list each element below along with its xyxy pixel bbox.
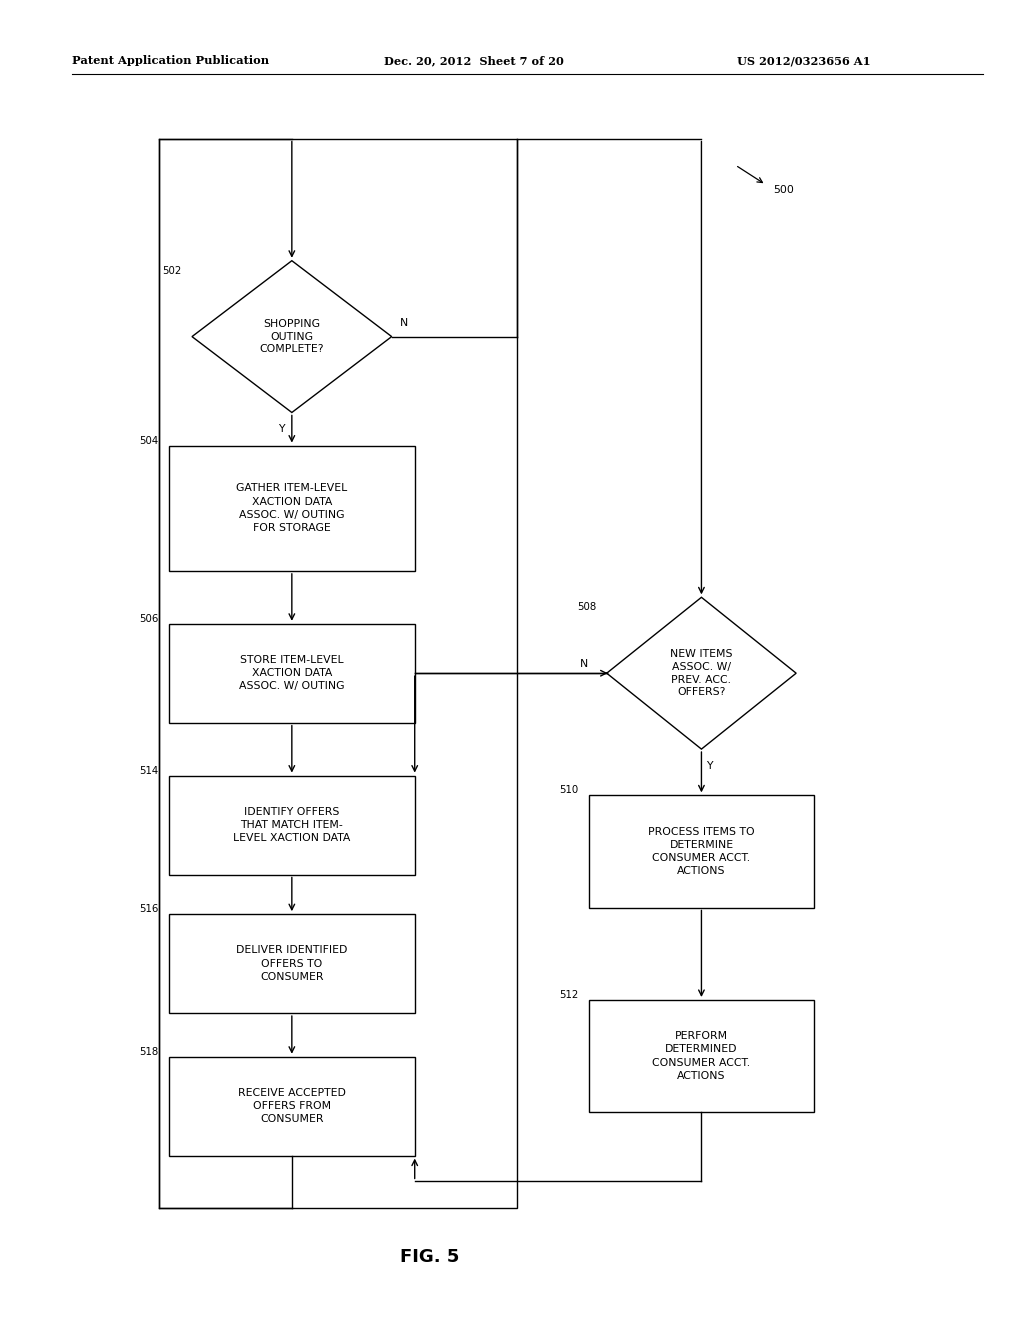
Bar xyxy=(169,775,415,874)
Text: 514: 514 xyxy=(139,766,159,776)
Text: Dec. 20, 2012  Sheet 7 of 20: Dec. 20, 2012 Sheet 7 of 20 xyxy=(384,55,564,66)
Text: 508: 508 xyxy=(578,602,596,612)
Text: N: N xyxy=(580,659,589,669)
Bar xyxy=(169,1056,415,1156)
Text: GATHER ITEM-LEVEL
XACTION DATA
ASSOC. W/ OUTING
FOR STORAGE: GATHER ITEM-LEVEL XACTION DATA ASSOC. W/… xyxy=(237,483,347,533)
Text: SHOPPING
OUTING
COMPLETE?: SHOPPING OUTING COMPLETE? xyxy=(260,319,324,354)
Text: Y: Y xyxy=(279,424,285,434)
Bar xyxy=(169,446,415,570)
Text: Patent Application Publication: Patent Application Publication xyxy=(72,55,269,66)
Text: 516: 516 xyxy=(139,904,159,913)
Text: N: N xyxy=(399,318,409,329)
Text: 518: 518 xyxy=(139,1047,159,1056)
Bar xyxy=(169,913,415,1014)
Text: STORE ITEM-LEVEL
XACTION DATA
ASSOC. W/ OUTING: STORE ITEM-LEVEL XACTION DATA ASSOC. W/ … xyxy=(239,655,345,692)
Bar xyxy=(589,1001,814,1111)
Text: DELIVER IDENTIFIED
OFFERS TO
CONSUMER: DELIVER IDENTIFIED OFFERS TO CONSUMER xyxy=(237,945,347,982)
Text: 504: 504 xyxy=(139,436,159,446)
Text: PROCESS ITEMS TO
DETERMINE
CONSUMER ACCT.
ACTIONS: PROCESS ITEMS TO DETERMINE CONSUMER ACCT… xyxy=(648,826,755,876)
Polygon shape xyxy=(606,597,797,750)
Text: RECEIVE ACCEPTED
OFFERS FROM
CONSUMER: RECEIVE ACCEPTED OFFERS FROM CONSUMER xyxy=(238,1088,346,1125)
Text: Y: Y xyxy=(707,760,713,771)
Text: PERFORM
DETERMINED
CONSUMER ACCT.
ACTIONS: PERFORM DETERMINED CONSUMER ACCT. ACTION… xyxy=(652,1031,751,1081)
Text: 512: 512 xyxy=(559,990,579,1001)
Text: FIG. 5: FIG. 5 xyxy=(400,1247,460,1266)
Bar xyxy=(169,624,415,722)
Text: 500: 500 xyxy=(773,185,794,195)
Text: US 2012/0323656 A1: US 2012/0323656 A1 xyxy=(737,55,870,66)
Text: 506: 506 xyxy=(139,614,159,624)
Text: IDENTIFY OFFERS
THAT MATCH ITEM-
LEVEL XACTION DATA: IDENTIFY OFFERS THAT MATCH ITEM- LEVEL X… xyxy=(233,807,350,843)
Bar xyxy=(589,795,814,908)
Polygon shape xyxy=(191,261,391,412)
Bar xyxy=(159,139,517,1208)
Text: NEW ITEMS
ASSOC. W/
PREV. ACC.
OFFERS?: NEW ITEMS ASSOC. W/ PREV. ACC. OFFERS? xyxy=(670,649,733,697)
Text: 502: 502 xyxy=(163,265,181,276)
Text: 510: 510 xyxy=(559,785,579,795)
